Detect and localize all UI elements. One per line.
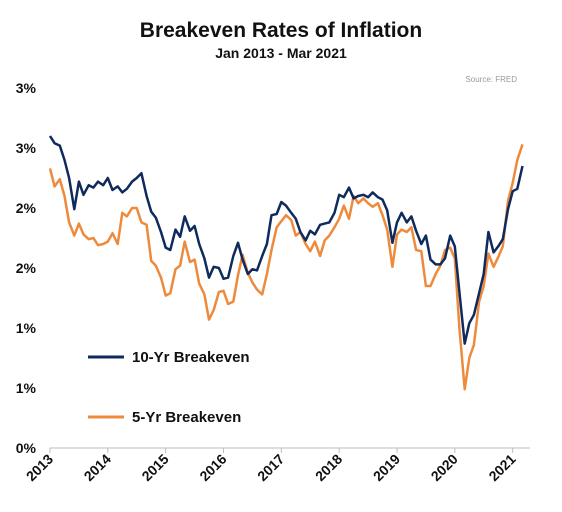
legend-label-5yr: 5-Yr Breakeven (132, 409, 241, 426)
legend-label-10yr: 10-Yr Breakeven (132, 349, 250, 366)
x-tick-label: 2016 (196, 451, 229, 484)
x-tick-label: 2021 (485, 451, 518, 484)
y-tick-label: 3% (16, 140, 37, 156)
legend-item-5yr: 5-Yr Breakeven (88, 409, 241, 426)
x-tick-label: 2019 (370, 451, 403, 484)
y-tick-label: 3% (16, 80, 37, 96)
x-tick-label: 2014 (81, 451, 114, 484)
y-axis: 0% 1% 1% 2% 2% 3% 3% (16, 80, 37, 456)
legend: 10-Yr Breakeven 5-Yr Breakeven (88, 349, 250, 426)
chart-title: Breakeven Rates of Inflation (140, 19, 422, 42)
x-tick-label: 2015 (138, 451, 171, 484)
chart-subtitle: Jan 2013 - Mar 2021 (215, 45, 347, 61)
series-lines (48, 135, 524, 391)
y-tick-label: 2% (16, 260, 37, 276)
series-line-10yr (48, 135, 524, 345)
chart-source: Source: FRED (465, 75, 517, 84)
x-tick-label: 2018 (312, 451, 345, 484)
y-tick-label: 0% (16, 440, 37, 456)
series-line-5yr (48, 144, 524, 391)
y-tick-label: 1% (16, 320, 37, 336)
legend-item-10yr: 10-Yr Breakeven (88, 349, 250, 366)
x-axis: 2013 2014 2015 2016 2017 2018 2019 2020 2021 (23, 447, 530, 484)
y-tick-label: 1% (16, 380, 37, 396)
x-tick-label: 2017 (254, 451, 287, 484)
x-tick-label: 2020 (428, 451, 461, 484)
y-tick-label: 2% (16, 200, 37, 216)
